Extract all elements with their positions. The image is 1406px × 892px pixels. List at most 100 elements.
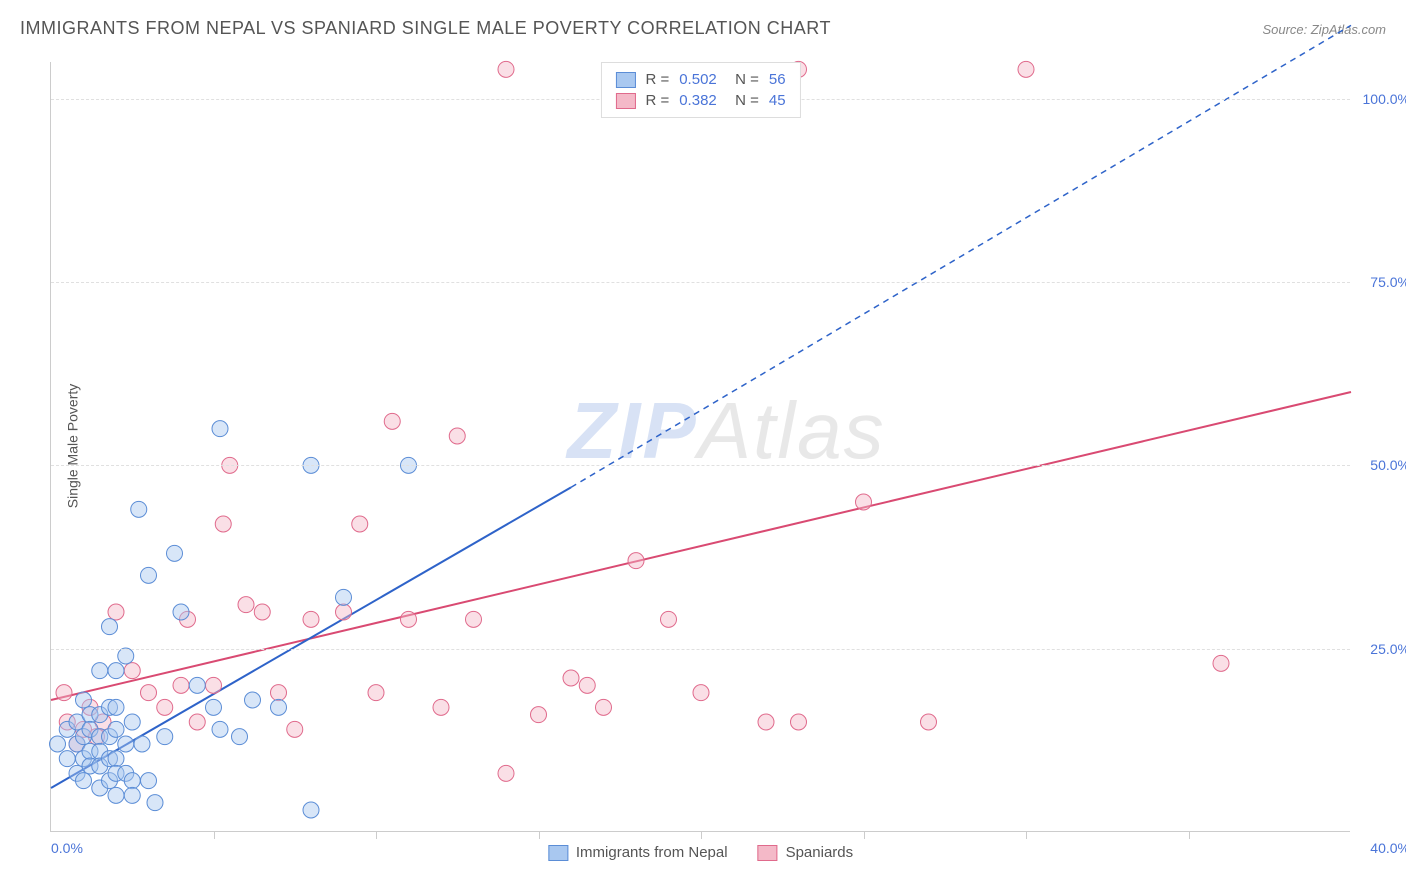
legend-label-spaniards: Spaniards	[786, 844, 854, 861]
legend-swatch-nepal	[548, 845, 568, 861]
scatter-point	[758, 714, 774, 730]
scatter-point	[661, 611, 677, 627]
legend-r-label: R =	[645, 92, 669, 109]
legend-swatch-spaniards	[758, 845, 778, 861]
scatter-point	[157, 729, 173, 745]
scatter-point	[124, 787, 140, 803]
legend-n-value-nepal: 56	[769, 71, 786, 88]
scatter-point	[303, 802, 319, 818]
scatter-point	[76, 773, 92, 789]
gridline-h	[51, 649, 1350, 650]
trend-line	[51, 392, 1351, 700]
legend-row-spaniards: R = 0.382 N = 45	[615, 90, 785, 111]
scatter-point	[118, 765, 134, 781]
scatter-point	[56, 685, 72, 701]
scatter-point	[579, 677, 595, 693]
xtick	[1026, 831, 1027, 839]
watermark: ZIPAtlas	[567, 385, 885, 477]
legend-r-value-nepal: 0.502	[679, 71, 717, 88]
legend-r-value-spaniards: 0.382	[679, 92, 717, 109]
watermark-zip: ZIP	[567, 386, 697, 475]
scatter-point	[368, 685, 384, 701]
scatter-point	[92, 663, 108, 679]
series-legend: Immigrants from Nepal Spaniards	[548, 844, 853, 861]
scatter-point	[82, 743, 98, 759]
correlation-legend: R = 0.502 N = 56 R = 0.382 N = 45	[600, 62, 800, 118]
scatter-point	[1213, 655, 1229, 671]
scatter-point	[124, 714, 140, 730]
scatter-point	[238, 597, 254, 613]
scatter-point	[59, 751, 75, 767]
plot-area: ZIPAtlas R = 0.502 N = 56 R = 0.382 N = …	[50, 62, 1350, 832]
scatter-point	[189, 677, 205, 693]
legend-row-nepal: R = 0.502 N = 56	[615, 69, 785, 90]
scatter-point	[563, 670, 579, 686]
scatter-point	[50, 736, 66, 752]
scatter-point	[173, 677, 189, 693]
scatter-point	[76, 751, 92, 767]
scatter-point	[141, 567, 157, 583]
scatter-point	[352, 516, 368, 532]
scatter-point	[108, 787, 124, 803]
scatter-point	[287, 721, 303, 737]
legend-r-label: R =	[645, 71, 669, 88]
scatter-point	[69, 736, 85, 752]
scatter-point	[76, 721, 92, 737]
scatter-point	[95, 714, 111, 730]
scatter-point	[180, 611, 196, 627]
scatter-point	[118, 648, 134, 664]
scatter-point	[108, 721, 124, 737]
ytick-label: 50.0%	[1370, 457, 1406, 473]
watermark-atlas: Atlas	[698, 386, 886, 475]
xtick	[376, 831, 377, 839]
scatter-point	[596, 699, 612, 715]
scatter-point	[59, 721, 75, 737]
scatter-point	[791, 714, 807, 730]
xtick	[701, 831, 702, 839]
scatter-point	[401, 611, 417, 627]
scatter-point	[141, 685, 157, 701]
scatter-point	[108, 765, 124, 781]
scatter-point	[141, 773, 157, 789]
legend-item-spaniards: Spaniards	[758, 844, 854, 861]
scatter-point	[134, 736, 150, 752]
ytick-label: 100.0%	[1363, 91, 1406, 107]
legend-n-label: N =	[727, 71, 759, 88]
scatter-point	[69, 736, 85, 752]
scatter-point	[206, 699, 222, 715]
xtick	[539, 831, 540, 839]
scatter-point	[215, 516, 231, 532]
legend-swatch-nepal	[615, 72, 635, 88]
scatter-point	[449, 428, 465, 444]
legend-n-label: N =	[727, 92, 759, 109]
scatter-point	[124, 663, 140, 679]
gridline-h	[51, 282, 1350, 283]
scatter-point	[498, 765, 514, 781]
scatter-point	[856, 494, 872, 510]
scatter-point	[92, 707, 108, 723]
chart-svg	[51, 62, 1350, 831]
scatter-point	[92, 743, 108, 759]
scatter-point	[531, 707, 547, 723]
scatter-point	[147, 795, 163, 811]
scatter-point	[157, 699, 173, 715]
scatter-point	[131, 501, 147, 517]
scatter-point	[102, 773, 118, 789]
scatter-point	[59, 714, 75, 730]
xtick-label: 0.0%	[51, 840, 83, 856]
xtick	[1189, 831, 1190, 839]
scatter-point	[118, 736, 134, 752]
scatter-point	[92, 758, 108, 774]
scatter-point	[628, 553, 644, 569]
scatter-point	[245, 692, 261, 708]
scatter-point	[303, 611, 319, 627]
trend-line	[51, 487, 571, 788]
scatter-point	[271, 685, 287, 701]
xtick-label: 40.0%	[1370, 840, 1406, 856]
scatter-point	[82, 758, 98, 774]
scatter-point	[271, 699, 287, 715]
gridline-h	[51, 465, 1350, 466]
scatter-point	[693, 685, 709, 701]
scatter-point	[466, 611, 482, 627]
scatter-point	[102, 619, 118, 635]
